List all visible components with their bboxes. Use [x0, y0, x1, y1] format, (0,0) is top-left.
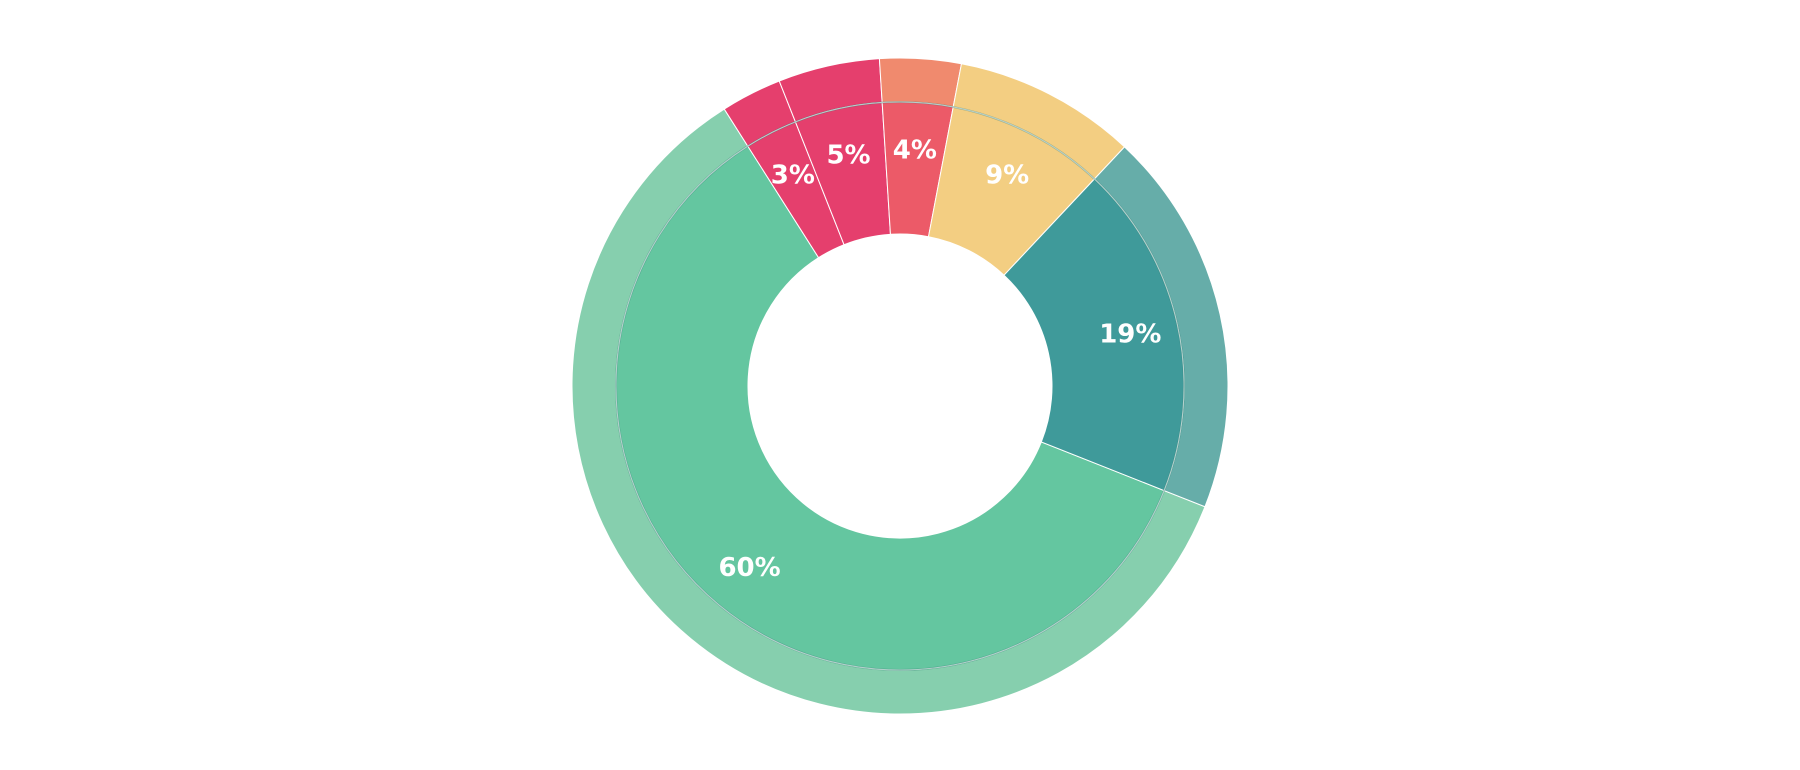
ring-divider — [615, 101, 1185, 671]
slice-label: 3% — [771, 161, 815, 191]
donut-labels: 60% 3% 5% 4% 9% 19% — [718, 135, 1161, 582]
slice-label: 5% — [826, 141, 870, 171]
donut-slices — [571, 57, 1229, 715]
slice-outer-ring — [878, 57, 963, 108]
slice-label: 4% — [893, 135, 937, 165]
slice-label: 19% — [1099, 320, 1161, 350]
slice — [615, 145, 1165, 671]
slice — [1003, 178, 1185, 492]
slice-label: 9% — [985, 161, 1029, 191]
slice-label: 60% — [718, 553, 780, 583]
